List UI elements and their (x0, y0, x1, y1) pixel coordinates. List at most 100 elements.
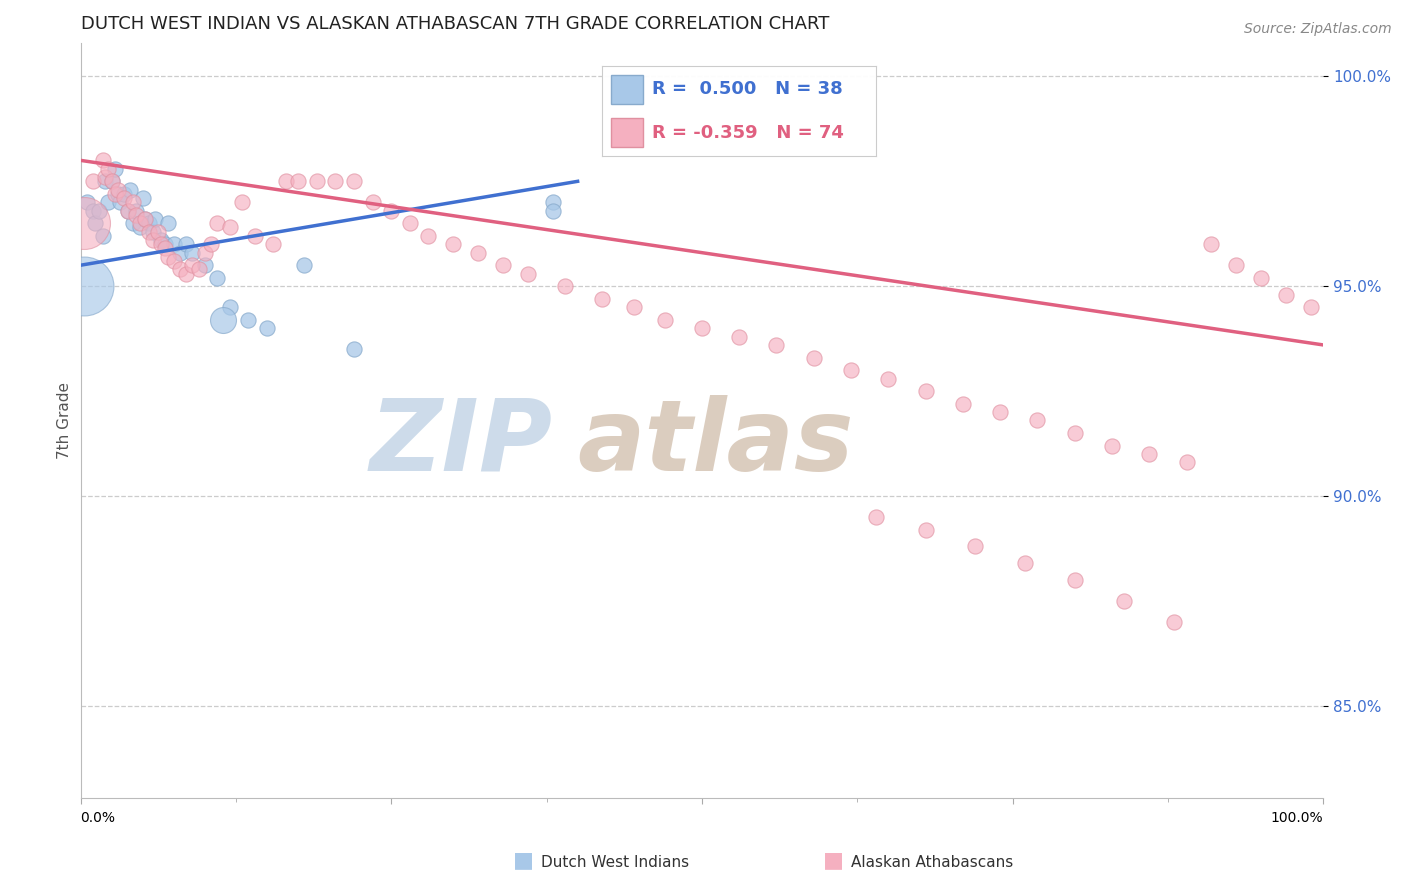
Point (100, 174, 122, 188)
Point (839, 363, 862, 377)
Point (110, 195, 132, 210)
Point (194, 245, 217, 260)
Point (205, 270, 228, 285)
Point (914, 384, 936, 398)
Point (174, 267, 197, 281)
Text: ZIP: ZIP (370, 394, 553, 491)
Point (104, 186, 127, 201)
Point (117, 203, 139, 218)
Point (138, 225, 160, 239)
Point (121, 216, 143, 230)
Point (554, 279, 576, 293)
Point (153, 242, 176, 256)
Point (1175, 455, 1198, 469)
Point (142, 225, 165, 239)
Point (262, 237, 284, 252)
Text: ■: ■ (513, 850, 534, 870)
Point (104, 161, 127, 176)
Point (1225, 258, 1247, 272)
Point (256, 321, 278, 335)
Point (516, 267, 538, 281)
Point (84, 216, 107, 230)
Point (76, 195, 98, 210)
Point (728, 329, 751, 343)
Point (153, 237, 176, 252)
Text: 0.0%: 0.0% (80, 811, 115, 824)
Point (73, 216, 96, 230)
Point (181, 258, 204, 272)
Point (877, 371, 900, 385)
Point (1026, 413, 1049, 427)
Point (243, 228, 266, 243)
Point (218, 300, 240, 314)
Text: ■: ■ (823, 850, 844, 870)
Point (94, 170, 117, 185)
Point (181, 245, 204, 260)
Point (100, 174, 122, 188)
Point (73, 279, 96, 293)
Point (174, 237, 197, 252)
Point (380, 203, 402, 218)
Point (117, 203, 139, 218)
Point (305, 174, 328, 188)
Point (965, 539, 987, 553)
Point (1101, 439, 1123, 453)
Point (125, 208, 148, 222)
Point (623, 300, 645, 314)
Point (287, 174, 309, 188)
Text: 100.0%: 100.0% (1271, 811, 1323, 824)
Point (200, 237, 222, 252)
Point (398, 216, 420, 230)
Point (238, 312, 260, 326)
Point (134, 212, 156, 227)
Point (89, 203, 111, 218)
Point (343, 174, 366, 188)
Point (125, 203, 148, 218)
Point (1275, 287, 1298, 301)
Point (97, 161, 120, 176)
Point (1163, 615, 1185, 629)
Point (91, 153, 114, 168)
Point (143, 212, 166, 227)
Point (121, 195, 143, 210)
Point (343, 342, 366, 356)
Point (1137, 447, 1160, 461)
Point (138, 216, 160, 230)
Point (418, 228, 440, 243)
Point (107, 186, 129, 201)
Point (82, 203, 104, 218)
Point (169, 262, 191, 277)
Point (1063, 425, 1085, 440)
Point (169, 245, 191, 260)
Point (765, 338, 787, 352)
Point (690, 321, 713, 335)
Point (541, 195, 564, 210)
Point (654, 312, 676, 326)
Point (107, 183, 129, 197)
Point (82, 174, 104, 188)
Point (441, 237, 464, 252)
Point (94, 174, 117, 188)
Y-axis label: 7th Grade: 7th Grade (58, 382, 72, 459)
Point (1014, 556, 1036, 570)
Point (292, 258, 315, 272)
Point (131, 191, 153, 205)
Point (361, 195, 384, 210)
Point (988, 405, 1011, 419)
Point (194, 258, 217, 272)
Point (134, 212, 156, 227)
Point (187, 262, 209, 277)
Point (492, 258, 515, 272)
Point (120, 183, 142, 197)
Point (914, 523, 936, 537)
Point (112, 186, 135, 201)
Point (205, 216, 228, 230)
Point (274, 174, 297, 188)
Point (1299, 300, 1322, 314)
Point (541, 203, 564, 218)
Text: Source: ZipAtlas.com: Source: ZipAtlas.com (1244, 22, 1392, 37)
Text: Alaskan Athabascans: Alaskan Athabascans (851, 855, 1012, 870)
Point (952, 397, 974, 411)
Point (156, 250, 179, 264)
Point (156, 216, 179, 230)
